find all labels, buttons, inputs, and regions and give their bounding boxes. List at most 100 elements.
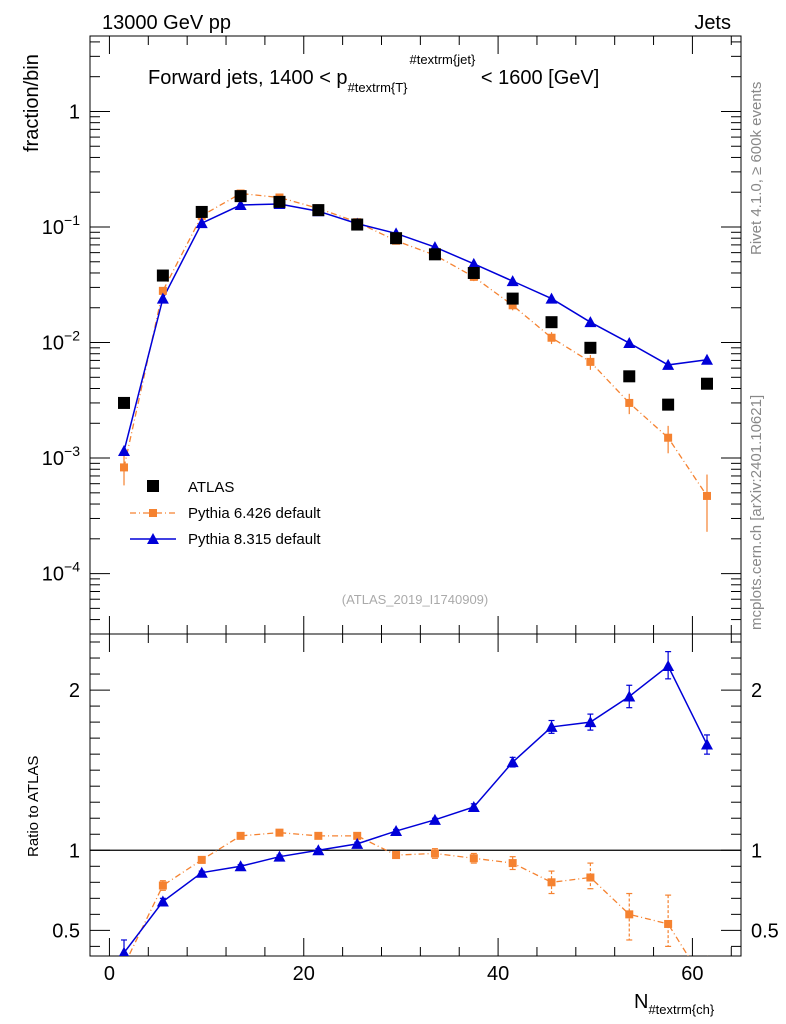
atlas-point [118,396,131,409]
pythia8-point [156,292,169,304]
pythia6-ratio-point [392,851,401,860]
x-tick-label: 40 [487,963,509,985]
pythia6-ratio-point [353,831,362,840]
atlas-point [700,377,713,390]
ratio-plot-frame [89,633,742,957]
pythia6-ratio-point [547,878,556,887]
pythia8-line [123,203,708,452]
x-tick-label: 20 [293,963,315,985]
x-axis-label: N#textrm{ch} [634,991,715,1017]
x-tick-label: 60 [681,963,703,985]
ratio-y-tick-labels: 0.5 0.5 1 1 2 2 [52,680,779,942]
x-tick-labels: 0 20 40 60 [104,963,704,985]
atlas-point [195,205,208,218]
pythia6-ratio-point [664,919,673,928]
pythia6-ratio-point [469,854,478,863]
pythia6-point [508,301,517,310]
pythia6-point [158,286,167,295]
ratio-y-tick-label-right: 0.5 [751,920,779,942]
pythia8-point [234,199,247,211]
pythia8-ratio-point [273,850,286,862]
pythia8-point [662,358,675,370]
pythia8-ratio-point [428,813,441,825]
pythia8-ratio-line [123,664,708,954]
pythia6-ratio-line [127,831,689,956]
rivet-version-label: Rivet 4.1.0, ≥ 600k events [748,82,765,255]
legend: ATLAS Pythia 6.426 default Pythia 8.315 … [130,479,321,548]
pythia8-ratio-point [700,738,713,750]
pythia8-ratio-point [623,690,636,702]
ratio-y-tick-label-right: 1 [751,840,762,862]
main-y-tick-label: 10−3 [42,443,80,470]
legend-marker-atlas [147,480,159,492]
x-tick-label: 0 [104,963,115,985]
atlas-point [234,190,247,203]
atlas-point [273,195,286,208]
pythia6-line [123,192,708,497]
header-energy-label: 13000 GeV pp [102,12,231,34]
atlas-point [156,269,169,282]
pythia8-point [195,217,208,229]
pythia8-point [623,337,636,349]
pythia8-ratio-point [545,720,558,732]
main-series-layer [118,189,713,532]
pythia6-ratio-point [703,982,711,990]
legend-marker-pythia6 [149,509,157,517]
pythia8-ratio-point [390,825,403,837]
main-y-axis-label: fraction/bin [21,54,43,152]
atlas-point [506,292,519,305]
main-axis-ticks [90,36,741,635]
source-label: mcplots.cern.ch [arXiv:2401.10621] [748,395,765,630]
pythia8-point [118,445,131,457]
pythia8-ratio-point [351,837,364,849]
atlas-point [545,316,558,329]
ratio-y-axis-label: Ratio to ATLAS [25,756,42,857]
ratio-y-tick-label: 2 [69,680,80,702]
atlas-point [584,341,597,354]
pythia8-ratio-point [467,801,480,813]
pythia6-ratio-point [120,962,128,970]
pythia6-ratio-point [158,881,167,890]
pythia8-ratio-point [234,860,247,872]
pythia6-ratio-point [586,873,595,882]
pythia8-point [700,353,713,365]
pythia8-ratio-point [118,946,130,956]
pythia6-point [120,463,129,472]
atlas-point [351,218,364,231]
pythia6-ratio-point [508,859,517,868]
ratio-y-tick-label: 1 [69,840,80,862]
legend-entry-pythia6: Pythia 6.426 default [188,505,321,522]
ratio-y-tick-label: 0.5 [52,920,80,942]
main-y-tick-label: 10−1 [42,212,80,239]
atlas-point [662,398,675,411]
analysis-watermark: (ATLAS_2019_I1740909) [342,592,488,607]
main-y-tick-labels: 1 10−1 10−2 10−3 10−4 [42,101,80,585]
pythia8-point [467,257,480,269]
pythia8-ratio-point [312,844,325,856]
legend-entry-atlas: ATLAS [188,479,234,496]
pythia8-point [506,275,519,287]
main-y-tick-label: 1 [69,101,80,123]
pythia8-ratio-point [584,716,597,728]
pythia6-point [586,357,595,366]
header-category-label: Jets [694,12,731,34]
pythia6-point [547,333,556,342]
pythia6-point [702,491,711,500]
pythia6-ratio-point [625,910,634,919]
atlas-point [467,266,480,279]
atlas-point [428,248,441,261]
ratio-axis-ticks [90,634,741,956]
pythia6-ratio-point [275,828,284,837]
pythia8-ratio-point [156,895,169,907]
atlas-point [312,204,325,217]
pythia8-point [584,316,597,328]
ratio-y-tick-label-right: 2 [751,680,762,702]
pythia6-point [664,433,673,442]
main-y-tick-label: 10−4 [42,559,80,586]
legend-marker-pythia8 [147,533,159,544]
pythia6-ratio-point [197,855,206,864]
pythia6-point [625,398,634,407]
main-y-tick-label: 10−2 [42,328,80,355]
pythia8-ratio-point [506,756,519,768]
